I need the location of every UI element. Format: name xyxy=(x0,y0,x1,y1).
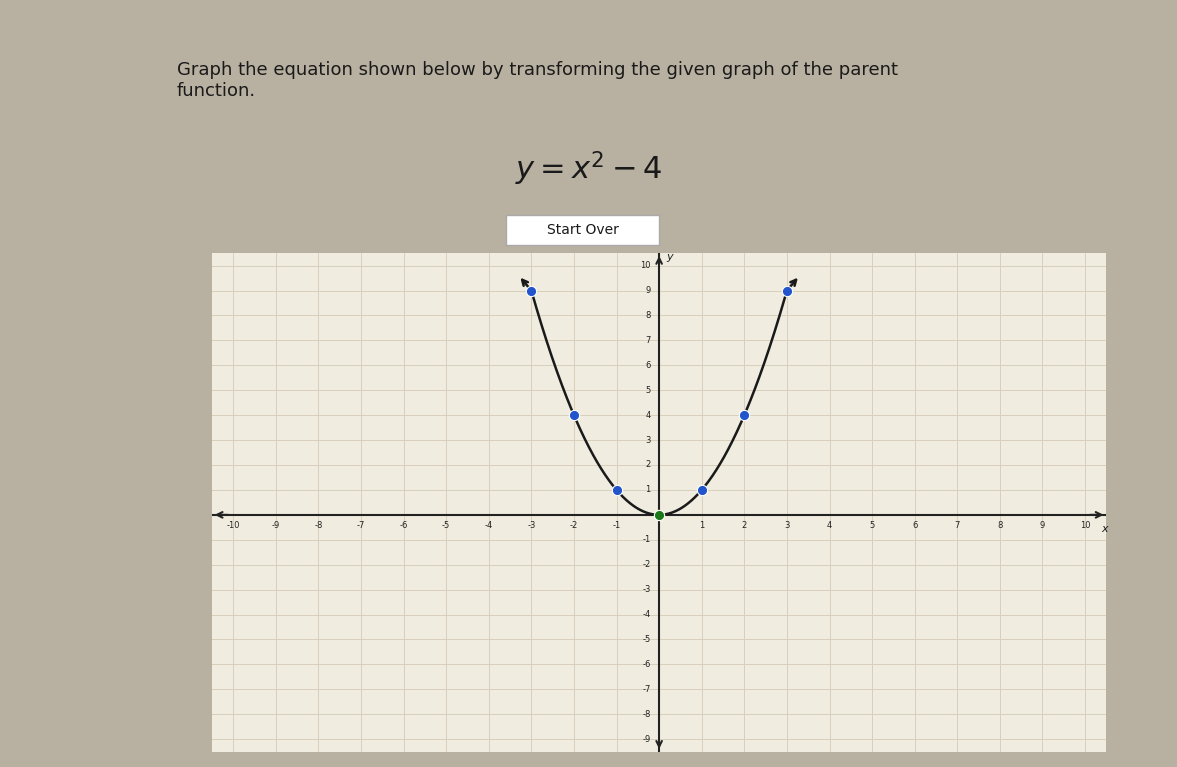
Text: 3: 3 xyxy=(645,436,651,445)
Text: 8: 8 xyxy=(645,311,651,320)
Text: -3: -3 xyxy=(643,585,651,594)
Text: 3: 3 xyxy=(784,521,790,530)
Text: 2: 2 xyxy=(742,521,747,530)
Text: -2: -2 xyxy=(643,560,651,569)
Text: 7: 7 xyxy=(955,521,960,530)
Text: -6: -6 xyxy=(399,521,407,530)
Text: 6: 6 xyxy=(912,521,917,530)
Point xyxy=(565,409,584,421)
Text: 9: 9 xyxy=(645,286,651,295)
Text: 10: 10 xyxy=(1079,521,1090,530)
Text: 4: 4 xyxy=(645,410,651,420)
Text: Graph the equation shown below by transforming the given graph of the parent
fun: Graph the equation shown below by transf… xyxy=(177,61,898,100)
Text: Start Over: Start Over xyxy=(546,223,619,237)
Text: 10: 10 xyxy=(640,261,651,270)
Text: y: y xyxy=(666,252,673,262)
Text: -8: -8 xyxy=(314,521,322,530)
Point xyxy=(521,285,540,297)
Text: -5: -5 xyxy=(643,635,651,644)
Text: 2: 2 xyxy=(645,460,651,469)
Text: -9: -9 xyxy=(643,735,651,744)
Text: 1: 1 xyxy=(645,486,651,495)
Text: -4: -4 xyxy=(485,521,493,530)
Text: -7: -7 xyxy=(357,521,365,530)
Text: -4: -4 xyxy=(643,610,651,619)
Text: x: x xyxy=(1100,524,1108,534)
Text: -3: -3 xyxy=(527,521,536,530)
Text: -7: -7 xyxy=(643,685,651,694)
Text: -1: -1 xyxy=(643,535,651,545)
Text: 9: 9 xyxy=(1039,521,1045,530)
Text: $y = x^2 - 4$: $y = x^2 - 4$ xyxy=(514,150,663,188)
Text: -10: -10 xyxy=(226,521,240,530)
Text: -5: -5 xyxy=(443,521,451,530)
Point xyxy=(778,285,797,297)
Text: 7: 7 xyxy=(645,336,651,345)
Text: -2: -2 xyxy=(570,521,578,530)
Point xyxy=(734,409,753,421)
Point xyxy=(607,484,626,496)
Text: 6: 6 xyxy=(645,360,651,370)
Point xyxy=(692,484,711,496)
Text: -6: -6 xyxy=(643,660,651,669)
Text: 5: 5 xyxy=(645,386,651,395)
Text: 5: 5 xyxy=(870,521,875,530)
Text: -8: -8 xyxy=(643,709,651,719)
Text: 8: 8 xyxy=(997,521,1003,530)
Text: -9: -9 xyxy=(272,521,280,530)
Text: -1: -1 xyxy=(612,521,620,530)
Text: 4: 4 xyxy=(827,521,832,530)
Point xyxy=(650,509,669,521)
Text: 1: 1 xyxy=(699,521,704,530)
